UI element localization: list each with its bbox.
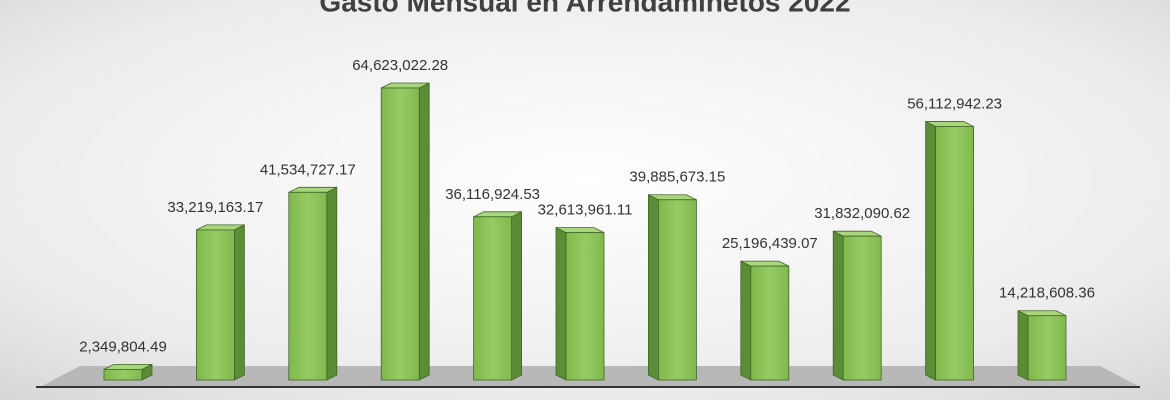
bar-side [326,186,338,381]
data-label: 14,218,608.36 [999,285,1095,302]
bar-side [418,82,430,381]
bar-side [740,260,752,381]
bar-side [832,230,844,381]
data-label: 33,219,163.17 [167,199,263,216]
data-label: 31,832,090.62 [814,205,910,222]
bar [1027,315,1067,381]
bar-side [555,226,567,381]
bar [103,368,143,381]
bar [380,87,420,381]
bar [565,232,605,381]
bar [288,191,328,381]
bar-side [925,120,936,381]
bar [658,199,697,381]
data-label: 39,885,673.15 [629,169,725,186]
data-label: 32,613,961.11 [538,202,633,219]
data-label: 64,623,022.28 [352,57,448,74]
chart-title: Gasto Mensual en Arrendaminetos 2022 [319,0,850,17]
bar [473,216,513,381]
data-label: 41,534,727.17 [260,161,356,178]
bar [750,265,790,381]
bar-side [1017,310,1029,381]
bars: 2,349,804.49 33,219,163.17 41,534,727.17 64… [79,57,1095,381]
bar-side [233,224,245,381]
data-label: 36,116,924.53 [445,186,540,203]
bar [195,229,235,381]
bar-side [648,194,659,381]
data-label: 25,196,439.07 [722,235,818,252]
bar [842,235,882,381]
data-label: 2,349,804.49 [79,338,167,355]
data-label: 56,112,942.23 [907,95,1002,112]
bar-side [511,211,522,381]
bar [935,126,974,381]
